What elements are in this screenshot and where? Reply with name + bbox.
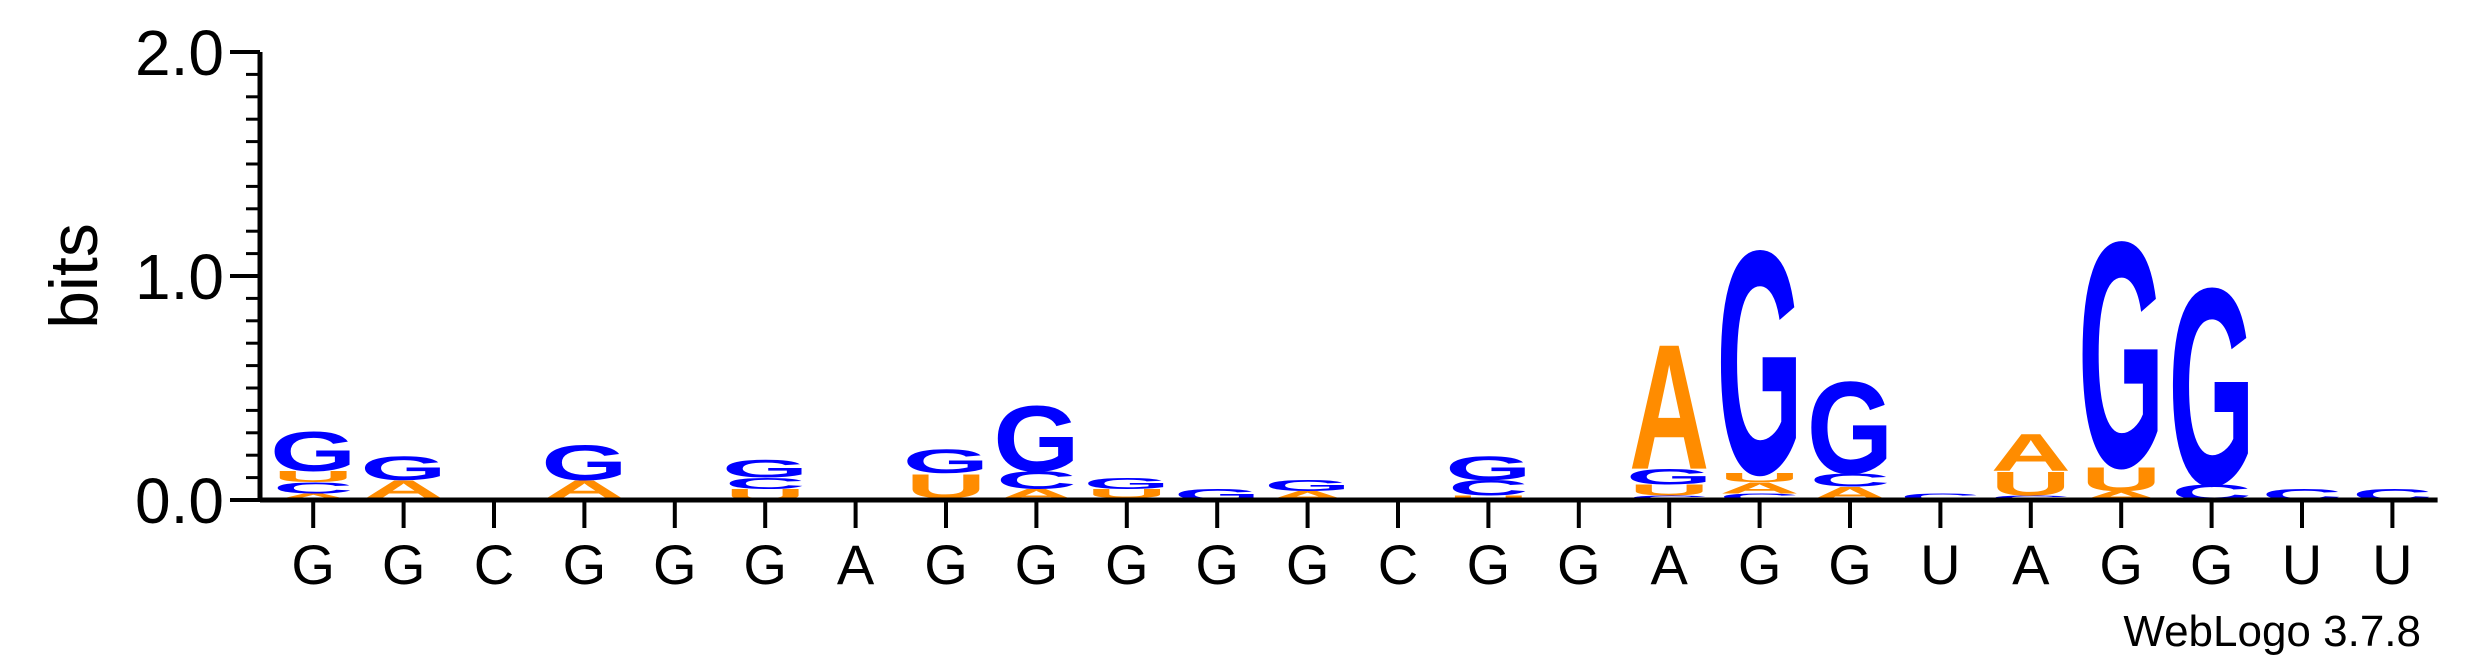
x-tick-label: A	[1651, 533, 1689, 596]
x-tick-label: G	[1557, 533, 1601, 596]
y-axis-label: bits	[36, 223, 112, 329]
logo-letter-C: C	[1900, 492, 1980, 502]
logo-letter-C: C	[996, 466, 1076, 494]
logo-letter-C: C	[725, 475, 805, 493]
logo-letter-U: U	[1629, 481, 1709, 499]
x-tick-label: G	[924, 533, 968, 596]
logo-letter-A: A	[1719, 479, 1799, 497]
x-tick-label: C	[1378, 533, 1418, 596]
logo-letter-G: G	[1264, 477, 1350, 495]
logo-letter-C: C	[1810, 470, 1890, 491]
logo-letter-A: A	[1991, 423, 2071, 482]
x-tick-label: A	[2012, 533, 2050, 596]
x-tick-label: G	[382, 533, 426, 596]
logo-letter-A: A	[273, 492, 353, 502]
y-ticks: 0.0 1.0 2.0	[135, 17, 260, 537]
logo-letter-G: G	[1626, 465, 1712, 489]
logo-letter-G: G	[541, 435, 627, 491]
logo-letter-U: U	[1991, 465, 2071, 503]
x-tick-label: G	[1286, 533, 1330, 596]
x-tick-label: G	[743, 533, 787, 596]
y-tick-label: 1.0	[135, 241, 224, 313]
logo-letter-G: G	[360, 449, 446, 487]
x-tick-label: G	[1105, 533, 1149, 596]
logo-letter-G: G	[2078, 176, 2164, 536]
logo-letter-G: G	[2168, 230, 2254, 544]
logo-letter-G: G	[1084, 475, 1170, 493]
y-tick-label: 0.0	[135, 465, 224, 537]
logo-letter-G: G	[1716, 183, 1802, 541]
logo-letter-C: C	[1719, 492, 1799, 502]
x-tick-label: G	[1738, 533, 1782, 596]
logo-letter-G: G	[722, 455, 808, 483]
logo-letter-U: U	[1719, 471, 1799, 485]
logo-letter-G: G	[1445, 449, 1531, 487]
y-tick-label: 2.0	[135, 17, 224, 89]
x-tick-label: G	[563, 533, 607, 596]
x-tick-label: C	[474, 533, 514, 596]
x-tick-label: A	[837, 533, 875, 596]
logo-letter-U: U	[1087, 486, 1167, 500]
logo-letter-G: G	[993, 386, 1079, 491]
logo-letter-U: U	[2081, 460, 2161, 498]
x-tick-label: G	[1015, 533, 1059, 596]
x-tick-label: G	[2099, 533, 2143, 596]
logo-letter-U: U	[273, 468, 353, 486]
logo-letter-A: A	[1629, 307, 1709, 508]
logo-letter-G: G	[270, 420, 356, 483]
x-tick-label: G	[653, 533, 697, 596]
logo-letter-G: G	[903, 443, 989, 481]
logo-letter-C: C	[273, 479, 353, 497]
x-tick-label: G	[2190, 533, 2234, 596]
x-tick-label: G	[1828, 533, 1872, 596]
x-tick-label: G	[1195, 533, 1239, 596]
weblogo-footer: WebLogo 3.7.8	[2123, 607, 2421, 656]
logo-letter-G: G	[1807, 354, 1893, 501]
x-tick-label: U	[2282, 533, 2322, 596]
x-tick-label: U	[1920, 533, 1960, 596]
letter-stacks: ACUGCAGCAGUCGCUGACGAUGGAGUCGCUGACAUGACGC…	[270, 176, 2433, 545]
x-tick-label: G	[1467, 533, 1511, 596]
x-tick-label: U	[2372, 533, 2412, 596]
y-axis: 0.0 1.0 2.0 bits	[36, 17, 263, 537]
logo-letter-C: C	[1448, 476, 1528, 500]
x-tick-label: G	[291, 533, 335, 596]
